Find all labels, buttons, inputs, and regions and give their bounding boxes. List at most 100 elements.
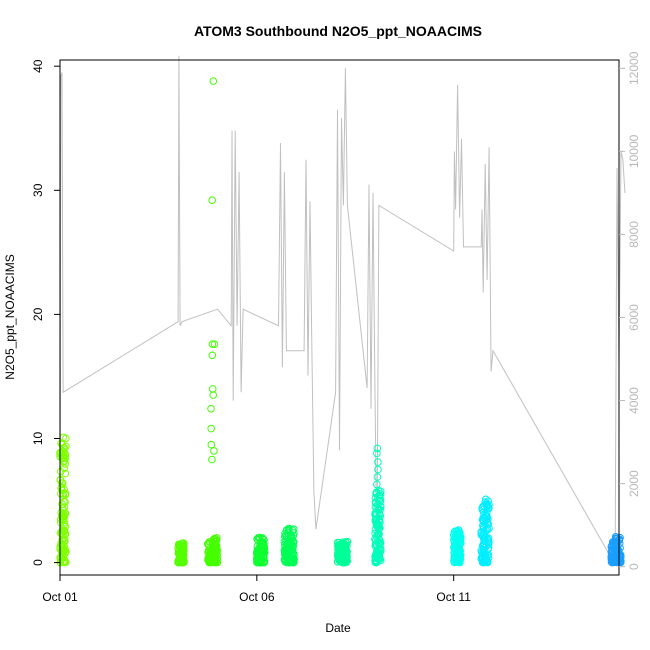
y-tick-label: 20 <box>31 307 45 321</box>
data-point <box>340 558 349 567</box>
data-point <box>337 545 345 554</box>
series-10 <box>607 533 625 567</box>
data-point <box>282 537 290 546</box>
x-axis: Oct 01 Oct 06 Oct 11 <box>42 575 471 604</box>
data-point <box>207 404 215 413</box>
data-point <box>207 440 216 449</box>
series-7 <box>371 444 385 567</box>
data-point <box>371 517 380 525</box>
data-point <box>372 518 381 527</box>
data-point <box>175 543 184 551</box>
y-axis-left: 0 10 20 30 40 <box>31 59 60 566</box>
data-point <box>58 511 66 520</box>
data-point <box>373 449 381 458</box>
data-point <box>281 551 289 559</box>
data-point <box>483 508 491 516</box>
data-point <box>290 529 298 537</box>
data-point <box>481 551 489 560</box>
x-axis-label: Date <box>325 621 351 635</box>
data-point <box>455 558 464 567</box>
data-point <box>376 547 385 555</box>
data-point <box>60 464 68 473</box>
data-point <box>373 480 381 489</box>
series-6 <box>333 537 352 567</box>
data-point <box>375 496 383 505</box>
data-point <box>373 473 382 481</box>
y-axis-right: 0 2000 4000 6000 8000 10000 12000 <box>619 51 641 570</box>
data-point <box>285 558 294 567</box>
altitude-line-layer <box>59 55 626 567</box>
data-point <box>281 556 289 565</box>
data-point <box>450 528 459 537</box>
data-point <box>209 544 218 552</box>
y-tick-label: 30 <box>31 183 45 197</box>
data-point <box>372 515 381 524</box>
data-point <box>456 551 464 559</box>
data-point <box>375 539 384 547</box>
data-point <box>290 555 298 563</box>
data-point <box>209 77 218 85</box>
data-point <box>208 351 217 360</box>
data-point <box>281 529 289 538</box>
data-point <box>485 538 493 547</box>
series-2 <box>174 539 188 567</box>
data-point <box>371 552 380 561</box>
series-4 <box>252 533 269 567</box>
data-point <box>342 549 351 558</box>
data-point <box>258 534 267 542</box>
altitude-line <box>59 55 626 567</box>
data-point <box>338 540 347 549</box>
data-point <box>57 546 66 555</box>
chart-title: ATOM3 Southbound N2O5_ppt_NOAACIMS <box>194 23 482 39</box>
data-point <box>484 544 493 552</box>
data-point <box>208 196 216 204</box>
data-point <box>371 535 379 543</box>
data-point <box>479 542 488 551</box>
data-point <box>455 540 464 548</box>
data-point <box>210 447 218 455</box>
data-point <box>481 555 489 564</box>
data-point <box>253 535 261 543</box>
data-point <box>482 516 490 525</box>
data-point <box>60 526 68 535</box>
data-point <box>208 340 217 349</box>
y2-tick-label: 0 <box>627 563 641 570</box>
y-tick-label: 10 <box>31 431 45 445</box>
data-point <box>205 558 214 567</box>
data-point <box>335 555 343 563</box>
data-point <box>609 547 617 556</box>
data-point <box>477 546 486 555</box>
data-point <box>282 547 291 555</box>
data-point <box>374 465 382 474</box>
data-point <box>174 557 183 566</box>
data-point <box>59 433 68 442</box>
data-point <box>211 545 219 554</box>
y2-tick-label: 8000 <box>627 221 641 248</box>
data-point <box>57 484 66 492</box>
data-point <box>62 442 70 451</box>
series-3 <box>204 77 222 567</box>
data-point <box>373 444 382 453</box>
data-point <box>61 469 70 478</box>
data-point <box>485 524 493 533</box>
data-point <box>286 539 294 547</box>
x-tick-label: Oct 01 <box>42 590 78 604</box>
data-point <box>60 503 69 511</box>
y-axis-label: N2O5_ppt_NOAACIMS <box>3 254 17 379</box>
data-point <box>205 554 213 562</box>
data-point <box>61 491 70 499</box>
data-point <box>289 525 298 534</box>
series-9 <box>477 495 493 567</box>
data-point <box>376 544 385 552</box>
data-point <box>260 539 268 548</box>
y2-tick-label: 6000 <box>627 304 641 331</box>
y-tick-label: 40 <box>31 59 45 73</box>
data-point <box>57 553 65 562</box>
data-point <box>253 558 261 567</box>
data-point <box>257 547 265 556</box>
y-tick-label: 0 <box>31 559 45 566</box>
data-point <box>454 526 463 534</box>
data-point <box>375 535 383 544</box>
data-point <box>179 558 187 567</box>
